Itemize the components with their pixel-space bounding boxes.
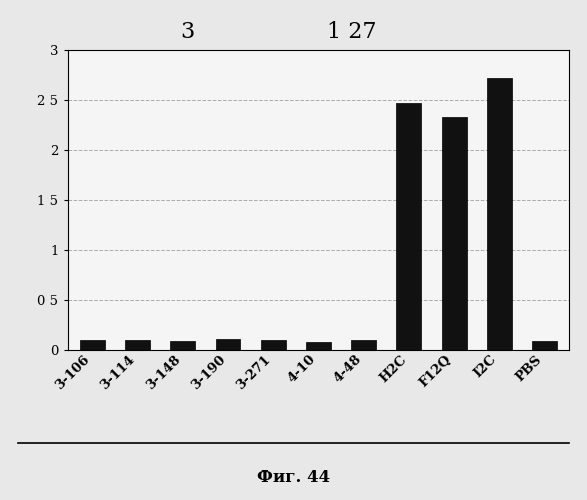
Bar (351, 340, 376, 350)
Text: Фиг. 44: Фиг. 44 (257, 469, 330, 486)
Bar (396, 103, 421, 350)
Bar (170, 341, 195, 350)
Text: 3: 3 (181, 22, 195, 44)
Text: 1 27: 1 27 (328, 22, 377, 44)
Bar (532, 341, 557, 350)
Bar (306, 342, 331, 350)
Bar (215, 339, 241, 350)
Bar (441, 117, 467, 350)
Bar (125, 340, 150, 350)
Bar (487, 78, 512, 350)
Bar (261, 340, 286, 350)
Bar (80, 340, 105, 350)
